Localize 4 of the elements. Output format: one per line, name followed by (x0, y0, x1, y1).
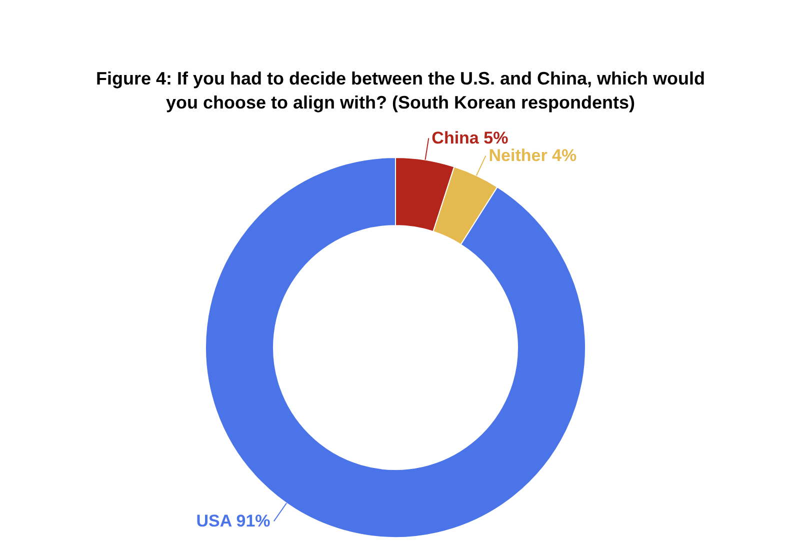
chart-title: Figure 4: If you had to decide between the U.S. and China, which would you choose to align with? (South Korean respondents) (96, 68, 706, 112)
slice-label: USA 91% (196, 512, 270, 531)
slice-label: China 5% (432, 128, 508, 148)
slice-label: Neither 4% (488, 146, 577, 166)
